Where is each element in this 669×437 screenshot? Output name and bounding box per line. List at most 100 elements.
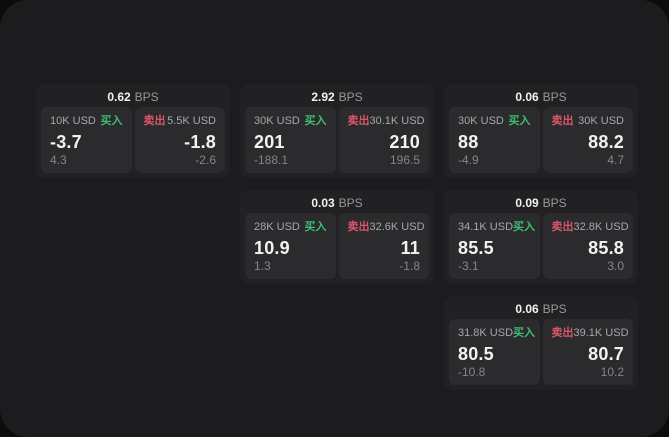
sell-label: 卖出 — [551, 115, 574, 127]
buy-panel-top: 34.1K USD 买入 — [458, 221, 535, 234]
sell-label: 卖出 — [143, 115, 166, 127]
sell-amount: 30K USD — [578, 115, 624, 127]
buy-delta: -10.8 — [458, 365, 486, 379]
buy-panel[interactable]: 31.8K USD 买入 80.5 -10.8 — [449, 319, 540, 385]
sell-price: -1.8 — [184, 132, 216, 152]
sell-amount: 39.1K USD — [573, 327, 629, 339]
buy-amount: 28K USD — [254, 221, 300, 233]
bps-value: 0.03 — [311, 196, 335, 210]
buy-price: 88 — [458, 132, 479, 152]
sell-delta: -2.6 — [195, 153, 216, 167]
buy-delta: -4.9 — [458, 153, 479, 167]
card-panels: 34.1K USD 买入 85.5 -3.1 卖出 32.8K USD 85.8… — [449, 213, 633, 279]
buy-price: 80.5 — [458, 344, 494, 364]
buy-amount: 34.1K USD — [458, 221, 514, 233]
sell-delta: 10.2 — [600, 365, 624, 379]
sell-panel[interactable]: 卖出 39.1K USD 80.7 10.2 — [542, 319, 633, 385]
bps-value: 0.62 — [107, 90, 131, 104]
card-panels: 28K USD 买入 10.9 1.3 卖出 32.6K USD 11 -1.8 — [245, 213, 429, 279]
sell-amount: 32.6K USD — [369, 221, 425, 233]
quote-card-4[interactable]: 0.03 BPS 28K USD 买入 10.9 1.3 卖出 32.6K US… — [240, 190, 434, 284]
buy-label: 买入 — [513, 221, 536, 233]
buy-label: 买入 — [513, 327, 536, 339]
sell-panel[interactable]: 卖出 32.6K USD 11 -1.8 — [338, 213, 429, 279]
card-header: 0.06 BPS — [449, 299, 633, 319]
card-header: 2.92 BPS — [245, 87, 429, 107]
buy-delta: 1.3 — [254, 259, 271, 273]
sell-delta: 3.0 — [607, 259, 624, 273]
buy-panel-top: 28K USD 买入 — [254, 221, 327, 234]
card-header: 0.06 BPS — [449, 87, 633, 107]
sell-panel[interactable]: 卖出 30K USD 88.2 4.7 — [542, 107, 633, 173]
quote-card-6[interactable]: 0.06 BPS 31.8K USD 买入 80.5 -10.8 卖出 39.1… — [444, 296, 638, 390]
sell-panel-top: 卖出 5.5K USD — [144, 115, 217, 128]
sell-label: 卖出 — [347, 115, 370, 127]
buy-amount: 31.8K USD — [458, 327, 514, 339]
bps-value: 0.06 — [515, 302, 539, 316]
sell-price: 88.2 — [588, 132, 624, 152]
bps-value: 2.92 — [311, 90, 335, 104]
sell-panel-top: 卖出 39.1K USD — [551, 327, 629, 340]
sell-delta: -1.8 — [399, 259, 420, 273]
card-header: 0.09 BPS — [449, 193, 633, 213]
buy-label: 买入 — [508, 115, 531, 127]
bps-value: 0.06 — [515, 90, 539, 104]
buy-delta: -3.1 — [458, 259, 479, 273]
sell-price: 80.7 — [588, 344, 624, 364]
card-panels: 30K USD 买入 201 -188.1 卖出 30.1K USD 210 1… — [245, 107, 429, 173]
quote-card-1[interactable]: 0.62 BPS 10K USD 买入 -3.7 4.3 卖出 5.5K USD… — [36, 84, 230, 178]
card-panels: 31.8K USD 买入 80.5 -10.8 卖出 39.1K USD 80.… — [449, 319, 633, 385]
buy-label: 买入 — [304, 115, 327, 127]
sell-price: 11 — [400, 238, 420, 258]
card-panels: 30K USD 买入 88 -4.9 卖出 30K USD 88.2 4.7 — [449, 107, 633, 173]
bps-label: BPS — [542, 196, 567, 210]
buy-price: -3.7 — [50, 132, 82, 152]
sell-panel[interactable]: 卖出 32.8K USD 85.8 3.0 — [542, 213, 633, 279]
buy-panel-top: 10K USD 买入 — [50, 115, 123, 128]
bps-label: BPS — [134, 90, 159, 104]
sell-panel[interactable]: 卖出 30.1K USD 210 196.5 — [338, 107, 429, 173]
sell-panel-top: 卖出 32.8K USD — [551, 221, 629, 234]
buy-amount: 10K USD — [50, 115, 96, 127]
buy-panel-top: 30K USD 买入 — [458, 115, 531, 128]
buy-panel-top: 31.8K USD 买入 — [458, 327, 535, 340]
card-header: 0.62 BPS — [41, 87, 225, 107]
trading-grid: 0.62 BPS 10K USD 买入 -3.7 4.3 卖出 5.5K USD… — [36, 84, 638, 390]
bps-value: 0.09 — [515, 196, 539, 210]
sell-label: 卖出 — [551, 327, 574, 339]
sell-delta: 4.7 — [607, 153, 624, 167]
buy-panel[interactable]: 10K USD 买入 -3.7 4.3 — [41, 107, 132, 173]
buy-label: 买入 — [100, 115, 123, 127]
buy-delta: -188.1 — [254, 153, 289, 167]
sell-panel[interactable]: 卖出 5.5K USD -1.8 -2.6 — [134, 107, 225, 173]
buy-panel[interactable]: 30K USD 买入 201 -188.1 — [245, 107, 336, 173]
sell-label: 卖出 — [347, 221, 370, 233]
bps-label: BPS — [542, 302, 567, 316]
sell-delta: 196.5 — [389, 153, 420, 167]
quote-card-2[interactable]: 2.92 BPS 30K USD 买入 201 -188.1 卖出 30.1K … — [240, 84, 434, 178]
sell-amount: 30.1K USD — [369, 115, 425, 127]
quote-card-3[interactable]: 0.06 BPS 30K USD 买入 88 -4.9 卖出 30K USD 8… — [444, 84, 638, 178]
bps-label: BPS — [338, 196, 363, 210]
sell-price: 210 — [389, 132, 420, 152]
card-header: 0.03 BPS — [245, 193, 429, 213]
quote-card-5[interactable]: 0.09 BPS 34.1K USD 买入 85.5 -3.1 卖出 32.8K… — [444, 190, 638, 284]
sell-panel-top: 卖出 30K USD — [552, 115, 625, 128]
buy-price: 10.9 — [254, 238, 290, 258]
sell-label: 卖出 — [551, 221, 574, 233]
sell-amount: 5.5K USD — [167, 115, 216, 127]
buy-panel[interactable]: 28K USD 买入 10.9 1.3 — [245, 213, 336, 279]
sell-price: 85.8 — [588, 238, 624, 258]
buy-delta: 4.3 — [50, 153, 67, 167]
buy-amount: 30K USD — [254, 115, 300, 127]
bps-label: BPS — [542, 90, 567, 104]
card-panels: 10K USD 买入 -3.7 4.3 卖出 5.5K USD -1.8 -2.… — [41, 107, 225, 173]
buy-panel[interactable]: 30K USD 买入 88 -4.9 — [449, 107, 540, 173]
buy-price: 85.5 — [458, 238, 494, 258]
buy-label: 买入 — [304, 221, 327, 233]
buy-panel[interactable]: 34.1K USD 买入 85.5 -3.1 — [449, 213, 540, 279]
buy-amount: 30K USD — [458, 115, 504, 127]
sell-panel-top: 卖出 30.1K USD — [347, 115, 425, 128]
buy-panel-top: 30K USD 买入 — [254, 115, 327, 128]
